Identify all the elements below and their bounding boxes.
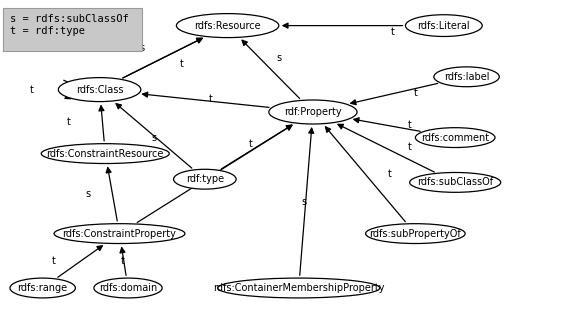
Ellipse shape [54,224,185,244]
Text: t: t [180,59,184,69]
Text: t: t [408,142,411,152]
FancyArrowPatch shape [137,125,292,222]
Text: rdfs:comment: rdfs:comment [421,132,489,143]
Text: rdfs:Resource: rdfs:Resource [194,20,261,31]
FancyArrowPatch shape [123,38,202,78]
FancyArrowPatch shape [300,128,314,275]
Text: rdf:Property: rdf:Property [284,107,342,117]
Ellipse shape [174,169,236,189]
Text: rdf:type: rdf:type [185,174,224,184]
Text: rdfs:ContainerMembershipProperty: rdfs:ContainerMembershipProperty [213,283,385,293]
Text: t: t [249,139,252,149]
Ellipse shape [269,100,357,124]
FancyArrowPatch shape [120,248,126,275]
FancyArrowPatch shape [116,104,192,168]
Ellipse shape [410,172,501,192]
Ellipse shape [94,278,162,298]
Text: rdfs:subClassOf: rdfs:subClassOf [417,177,493,188]
Ellipse shape [58,78,141,102]
Text: rdfs:Literal: rdfs:Literal [418,20,470,31]
Text: t: t [67,116,70,127]
Text: t: t [391,27,394,37]
Text: t: t [209,94,212,104]
Text: s = rdfs:subClassOf
t = rdf:type: s = rdfs:subClassOf t = rdf:type [10,14,129,36]
FancyArrowPatch shape [123,38,202,78]
FancyArrowPatch shape [106,168,117,221]
Ellipse shape [218,278,380,298]
FancyArrowPatch shape [99,106,104,141]
Text: s: s [225,171,230,181]
Text: rdfs:label: rdfs:label [444,72,489,82]
FancyArrowPatch shape [58,246,102,277]
Ellipse shape [405,15,483,36]
FancyArrowPatch shape [283,23,403,28]
Text: t: t [52,256,56,266]
FancyArrowPatch shape [338,124,434,172]
FancyBboxPatch shape [3,8,142,51]
Text: s: s [302,196,307,207]
Text: rdfs:range: rdfs:range [18,283,68,293]
Ellipse shape [41,144,170,164]
FancyArrowPatch shape [64,80,75,99]
Ellipse shape [176,13,279,37]
Text: rdfs:ConstraintProperty: rdfs:ConstraintProperty [63,228,176,239]
Text: t: t [121,256,124,266]
Text: rdfs:Class: rdfs:Class [76,84,123,95]
FancyArrowPatch shape [354,118,420,131]
Text: t: t [414,88,417,98]
Text: rdfs:domain: rdfs:domain [99,283,157,293]
Text: rdfs:subPropertyOf: rdfs:subPropertyOf [369,228,461,239]
Ellipse shape [415,128,495,148]
FancyArrowPatch shape [242,40,299,99]
FancyArrowPatch shape [221,125,292,169]
Ellipse shape [10,278,75,298]
Text: t: t [408,120,411,130]
Text: t: t [30,84,33,95]
Text: t: t [388,169,391,180]
Text: rdfs:ConstraintResource: rdfs:ConstraintResource [47,148,164,159]
FancyArrowPatch shape [142,92,269,108]
Text: s: s [151,132,156,143]
Ellipse shape [434,67,500,87]
Text: s: s [276,52,282,63]
FancyArrowPatch shape [325,127,405,222]
Text: s: s [139,43,145,53]
Ellipse shape [365,224,465,244]
Text: s: s [85,188,91,199]
FancyArrowPatch shape [351,84,438,105]
